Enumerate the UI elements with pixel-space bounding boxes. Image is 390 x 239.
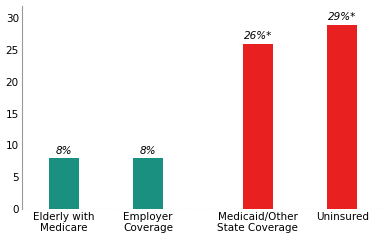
Text: 29%*: 29%* (328, 12, 356, 22)
Bar (133, 158, 163, 209)
Text: 8%: 8% (140, 146, 156, 156)
Bar (243, 44, 273, 209)
Bar (328, 25, 357, 209)
Text: 26%*: 26%* (244, 31, 272, 41)
Bar (49, 158, 78, 209)
Text: 8%: 8% (55, 146, 72, 156)
